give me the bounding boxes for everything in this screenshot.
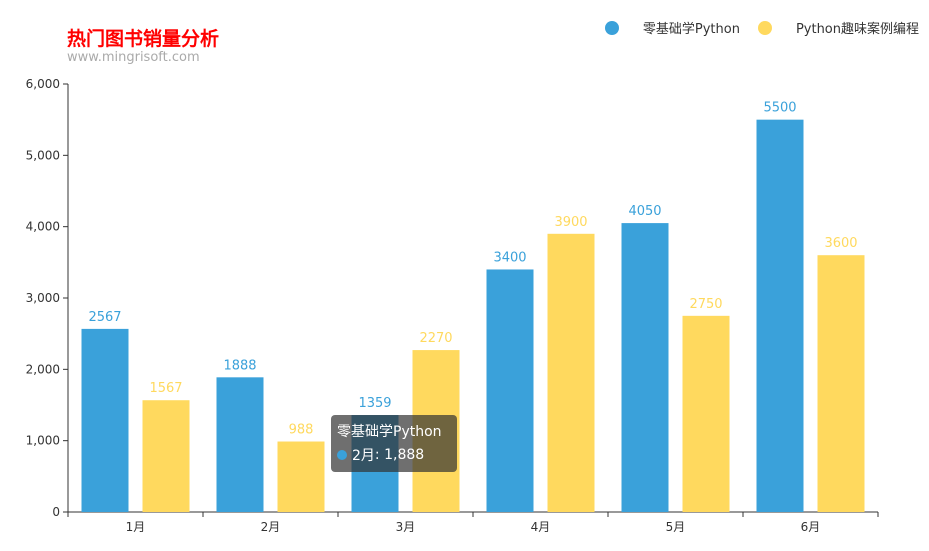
x-tick-label: 1月 [126, 520, 146, 534]
y-tick-label: 5,000 [26, 148, 60, 162]
legend-marker-series-1 [604, 20, 619, 35]
tooltip-series-name: 零基础学Python [337, 424, 442, 440]
bar-series-1 [756, 119, 804, 513]
x-tick-label: 4月 [531, 520, 551, 534]
bar-series-1 [216, 377, 264, 512]
bar-series-2 [142, 400, 190, 512]
data-label-series-1: 1359 [358, 396, 391, 411]
data-label-series-1: 3400 [493, 250, 526, 265]
legend-label-series-2: Python趣味案例编程 [795, 22, 919, 37]
y-tick-label: 0 [52, 505, 60, 519]
data-label-series-2: 2750 [689, 297, 722, 312]
data-label-series-2: 2270 [419, 331, 452, 346]
bar-series-2 [277, 441, 325, 512]
legend-item-series-1[interactable]: 零基础学Python [604, 18, 740, 37]
tooltip-marker [337, 450, 347, 460]
legend: 零基础学Python Python趣味案例编程 [587, 18, 919, 37]
data-label-series-2: 3900 [554, 215, 587, 230]
data-label-series-1: 2567 [88, 310, 121, 325]
data-label-series-1: 5500 [763, 101, 796, 116]
x-tick-label: 5月 [666, 520, 686, 534]
data-label-series-1: 4050 [628, 204, 661, 219]
bar-series-1 [81, 328, 129, 512]
data-label-series-1: 1888 [223, 358, 256, 373]
bar-series-2 [547, 233, 595, 513]
x-tick-label: 3月 [396, 520, 416, 534]
y-tick-label: 3,000 [26, 291, 60, 305]
bar-series-1 [486, 269, 534, 512]
tooltip-separator: : [374, 447, 385, 463]
x-tick-label: 6月 [801, 520, 821, 534]
y-tick-label: 2,000 [26, 362, 60, 376]
x-tick-label: 2月 [261, 520, 281, 534]
tooltip-category: 2月 [352, 448, 375, 464]
bar-series-1 [621, 223, 669, 512]
y-tick-label: 4,000 [26, 220, 60, 234]
data-label-series-2: 988 [289, 423, 314, 438]
legend-item-series-2[interactable]: Python趣味案例编程 [757, 18, 919, 37]
data-label-series-2: 3600 [824, 236, 857, 251]
legend-marker-series-2 [757, 20, 772, 35]
tooltip: 零基础学Python 2月: 1,888 [331, 415, 457, 472]
data-label-series-2: 1567 [149, 381, 182, 396]
chart-subtitle: www.mingrisoft.com [67, 50, 200, 65]
y-tick-label: 1,000 [26, 434, 60, 448]
legend-label-series-1: 零基础学Python [642, 22, 740, 37]
bar-series-2 [682, 315, 730, 512]
tooltip-value: 1,888 [384, 447, 425, 463]
bar-series-2 [817, 255, 865, 512]
y-tick-label: 6,000 [26, 77, 60, 91]
chart-title: 热门图书销量分析 [67, 28, 220, 50]
